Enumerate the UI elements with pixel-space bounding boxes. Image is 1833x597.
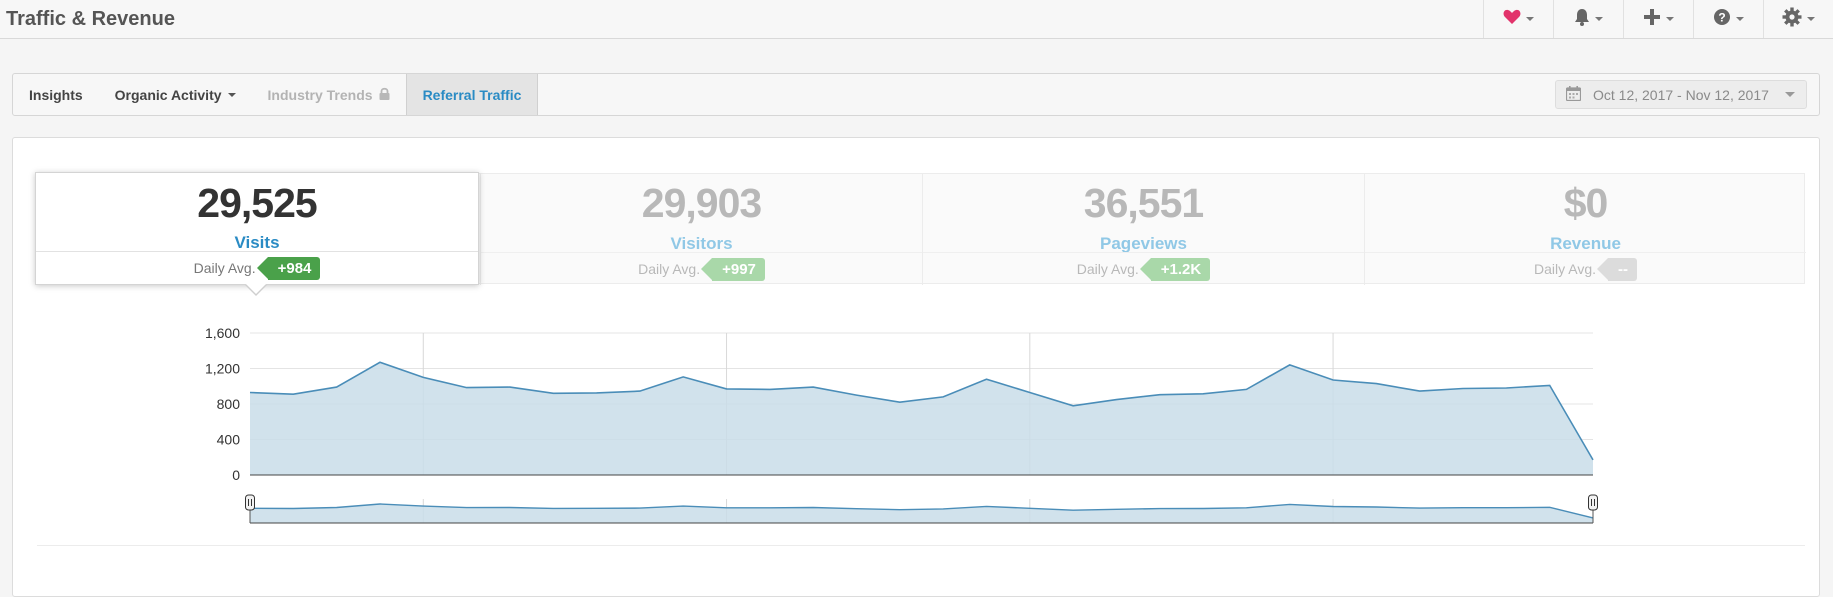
y-tick-label: 1,200 (205, 361, 240, 377)
calendar-icon (1566, 86, 1581, 104)
top-toolbar: ? (1483, 0, 1833, 38)
gear-icon (1782, 7, 1802, 32)
tab-referral-traffic[interactable]: Referral Traffic (406, 74, 539, 115)
tab-label: Organic Activity (115, 87, 222, 103)
help-icon: ? (1713, 8, 1731, 31)
heart-icon (1503, 9, 1521, 30)
y-tick-label: 1,600 (205, 325, 240, 341)
tab-industry-trends: Industry Trends (252, 74, 406, 115)
series-area (250, 362, 1593, 475)
page-title: Traffic & Revenue (6, 8, 175, 31)
metric-label: Visits (36, 233, 478, 253)
bell-icon (1574, 8, 1590, 31)
tab-label: Insights (29, 87, 83, 103)
plus-icon (1643, 8, 1661, 31)
y-tick-label: 800 (217, 396, 241, 412)
settings-menu[interactable] (1763, 0, 1833, 38)
tab-label: Industry Trends (268, 87, 373, 103)
notifications-menu[interactable] (1553, 0, 1623, 38)
chevron-down-icon (1807, 17, 1815, 21)
svg-text:?: ? (1718, 10, 1725, 24)
add-menu[interactable] (1623, 0, 1693, 38)
tab-label: Referral Traffic (423, 87, 522, 103)
tab-insights[interactable]: Insights (13, 74, 99, 115)
daily-average-label: Daily Avg. (194, 260, 256, 276)
metric-value: 29,525 (36, 180, 478, 227)
metric-visits[interactable]: 29,525 Visits Daily Avg. +984 (35, 172, 479, 285)
report-panel: 29,525 Visits Daily Avg. +984 29,903 Vis… (12, 137, 1820, 597)
date-range-label: Oct 12, 2017 - Nov 12, 2017 (1593, 87, 1769, 103)
top-bar: Traffic & Revenue ? (0, 0, 1833, 39)
date-range-picker[interactable]: Oct 12, 2017 - Nov 12, 2017 (1555, 80, 1807, 109)
chevron-down-icon (1666, 17, 1674, 21)
y-tick-label: 400 (217, 432, 241, 448)
chevron-down-icon (1736, 17, 1744, 21)
daily-average-badge: +984 (268, 257, 321, 280)
lock-icon (379, 87, 390, 103)
favorites-menu[interactable] (1483, 0, 1553, 38)
y-tick-label: 0 (232, 467, 240, 483)
chevron-down-icon (1595, 17, 1603, 21)
report-tab-bar: Insights Organic Activity Industry Trend… (12, 73, 1820, 116)
chevron-down-icon (228, 93, 236, 97)
active-pointer (246, 284, 266, 294)
chevron-down-icon (1785, 92, 1795, 97)
chevron-down-icon (1526, 17, 1534, 21)
tab-organic-activity[interactable]: Organic Activity (99, 74, 252, 115)
help-menu[interactable]: ? (1693, 0, 1763, 38)
chart-divider (37, 545, 1805, 546)
daily-average: Daily Avg. +984 (36, 251, 478, 284)
